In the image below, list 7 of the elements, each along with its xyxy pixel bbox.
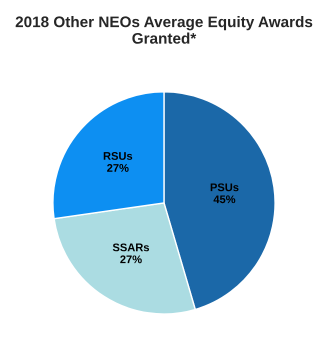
data-label: 27% bbox=[107, 164, 129, 172]
slice-label: SSARs bbox=[112, 243, 150, 252]
data-label: 27% bbox=[120, 255, 142, 264]
slice-label: PSUs bbox=[210, 183, 239, 192]
slice-label: RSUs bbox=[104, 152, 132, 160]
chart-title: 2018 Other NEOs Average Equity Awards Granted* bbox=[16, 16, 312, 44]
data-label: 45% bbox=[214, 195, 236, 204]
